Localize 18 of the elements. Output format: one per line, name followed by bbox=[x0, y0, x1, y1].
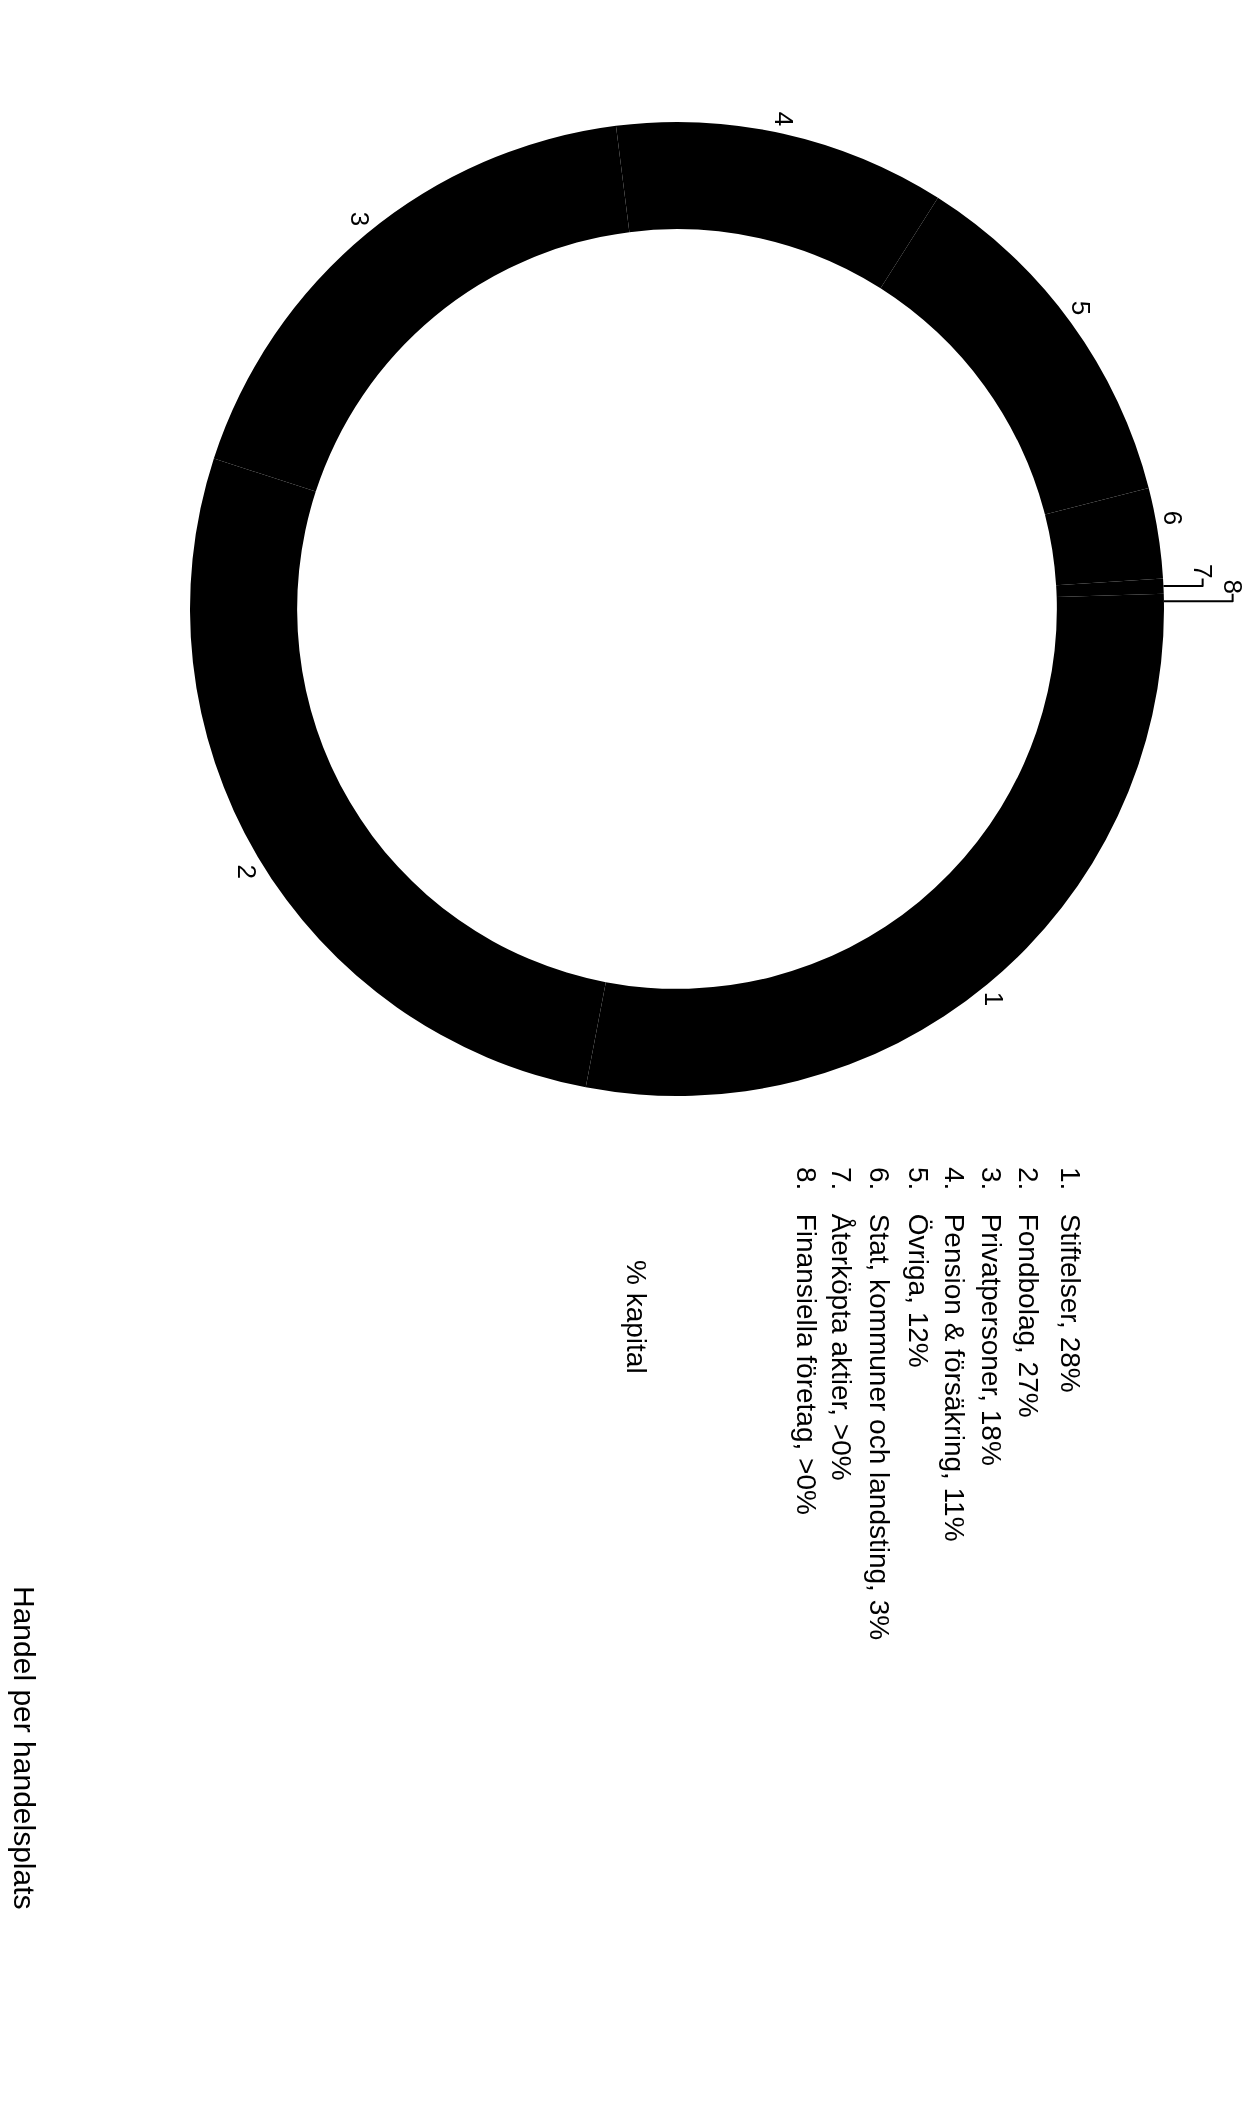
slice-label: 1 bbox=[978, 991, 1009, 1007]
slice-label: 4 bbox=[768, 111, 799, 127]
slice-label: 6 bbox=[1157, 510, 1188, 526]
slice-label: 2 bbox=[231, 864, 262, 879]
text: 7. Återköpta aktier, >0% bbox=[826, 1167, 857, 1481]
slice-label: 3 bbox=[345, 211, 376, 227]
text: 6. Stat, kommuner och landsting, 3% bbox=[864, 1167, 895, 1641]
text: 4. Pension & försäkring, 11% bbox=[939, 1167, 970, 1542]
text: 3. Privatpersoner, 18% bbox=[976, 1167, 1007, 1466]
text: 2. Fondbolag, 27% bbox=[1013, 1167, 1044, 1418]
text: 5. Övriga, 12% bbox=[903, 1167, 934, 1368]
text: 1. Stiftelser, 28% bbox=[1055, 1167, 1086, 1393]
slice-label: 5 bbox=[1065, 300, 1096, 316]
slice-label: 7 bbox=[1187, 564, 1218, 579]
text: % kapital bbox=[621, 1260, 652, 1374]
slice-label: 8 bbox=[1217, 579, 1248, 594]
text: Handel per handelsplats bbox=[8, 1586, 41, 1910]
text: 8. Finansiella företag, >0% bbox=[791, 1167, 822, 1515]
